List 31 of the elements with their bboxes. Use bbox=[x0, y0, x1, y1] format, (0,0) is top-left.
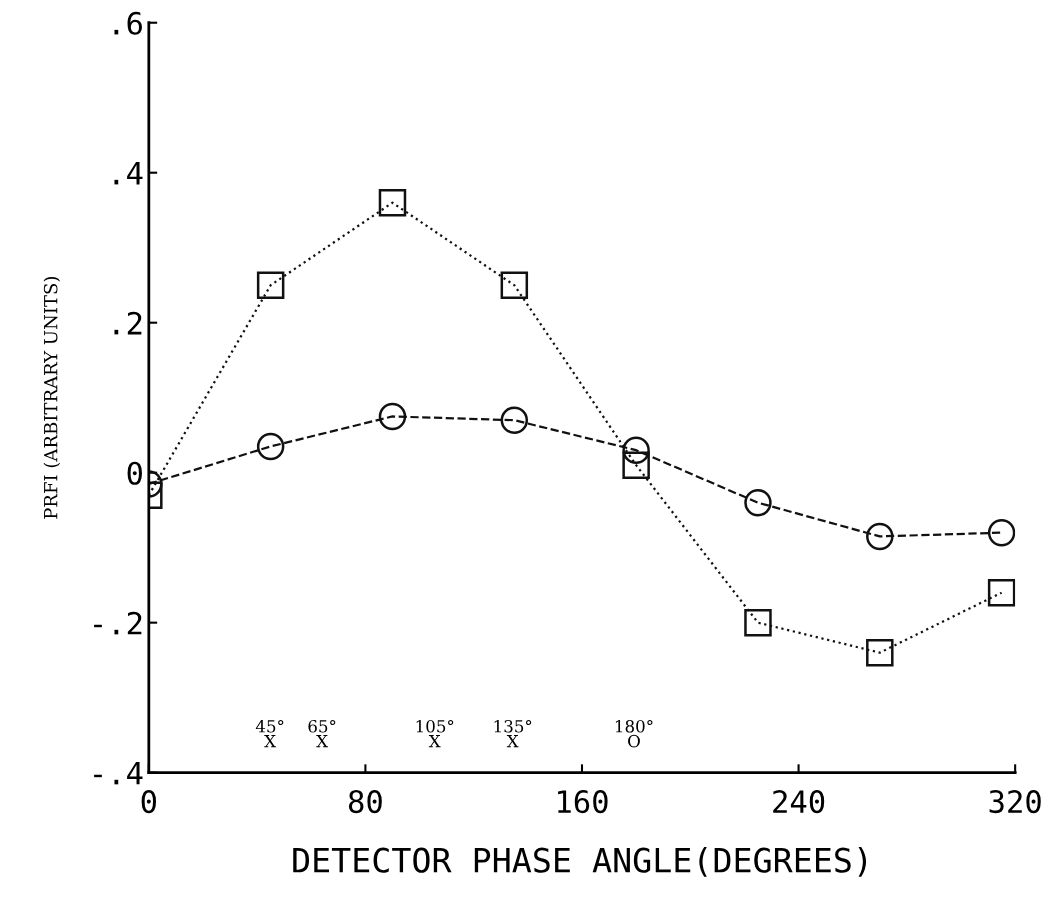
point bbox=[500, 406, 529, 434]
point bbox=[987, 578, 1016, 607]
point bbox=[866, 638, 894, 667]
y-tick-label: .2 bbox=[114, 311, 142, 335]
point bbox=[744, 488, 772, 517]
point bbox=[256, 271, 285, 299]
annotation: 45° X bbox=[255, 719, 284, 748]
x-tick-label: 240 bbox=[773, 790, 825, 814]
y-tick-label: .6 bbox=[114, 11, 142, 35]
annotation: 180° O bbox=[615, 719, 653, 748]
y-tick-label: -.4 bbox=[94, 762, 143, 785]
point bbox=[378, 402, 407, 431]
point bbox=[744, 608, 772, 637]
x-tick-label: 160 bbox=[558, 790, 608, 814]
point bbox=[500, 271, 529, 299]
point bbox=[866, 522, 894, 551]
y-tick-label: .4 bbox=[114, 162, 143, 185]
annotation: 135° X bbox=[494, 719, 532, 748]
x-tick-label: 320 bbox=[989, 790, 1041, 814]
point bbox=[622, 436, 650, 464]
y-tick-label: -.2 bbox=[94, 611, 142, 635]
point bbox=[622, 451, 650, 479]
point bbox=[987, 518, 1016, 547]
point bbox=[378, 188, 407, 217]
x-axis-title: DETECTOR PHASE ANGLE(DEGREES) bbox=[293, 847, 867, 877]
point bbox=[256, 432, 285, 461]
annotation: 105° X bbox=[416, 719, 454, 748]
x-tick-label: 80 bbox=[348, 790, 382, 814]
y-tick-label: 0 bbox=[127, 461, 142, 485]
annotation: 65° X bbox=[308, 719, 336, 748]
y-axis-title: PRFI (ARBITRARY UNITS) bbox=[43, 277, 61, 519]
